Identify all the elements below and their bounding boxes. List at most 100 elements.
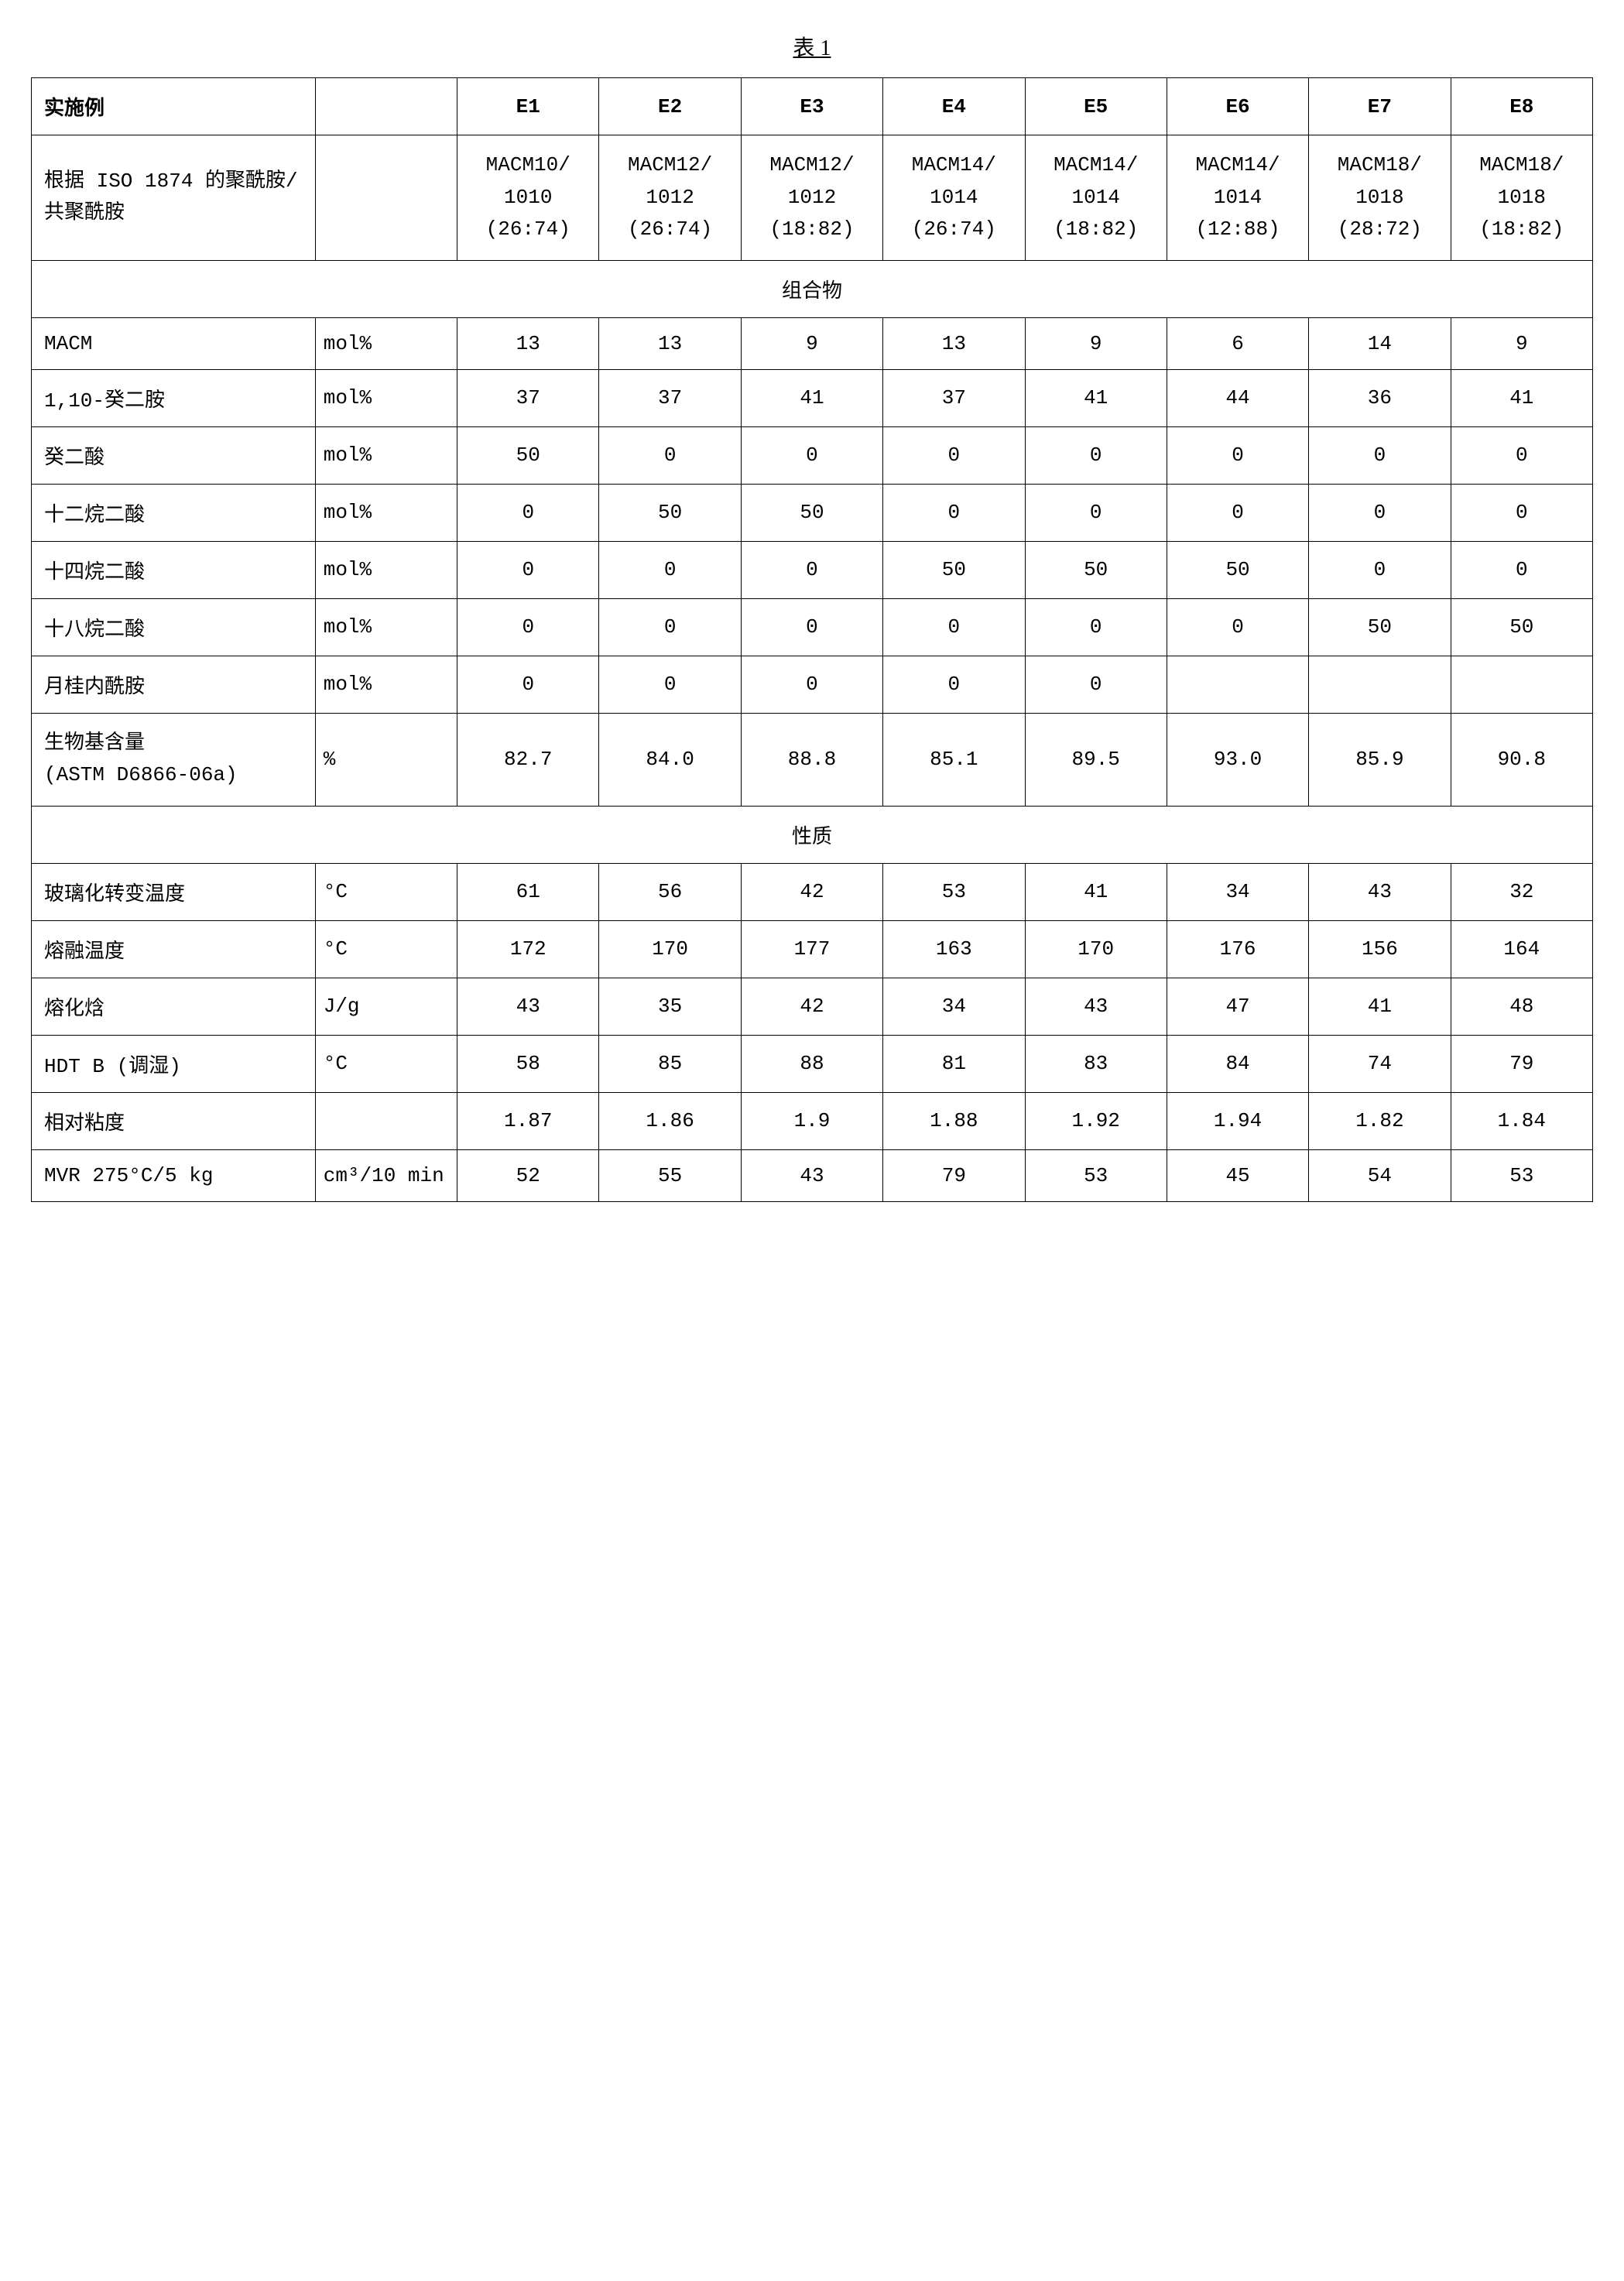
prop-unit: °C (315, 920, 457, 978)
comp-val: 41 (1025, 369, 1167, 426)
header-unit (315, 78, 457, 135)
comp-val: 0 (599, 426, 741, 484)
poly-c: MACM10/ (486, 153, 570, 176)
header-col: E1 (457, 78, 599, 135)
poly-c: (12:88) (1195, 217, 1280, 241)
comp-val: 0 (599, 598, 741, 656)
prop-label: 熔化焓 (32, 978, 316, 1035)
poly-cell: MACM10/ 1010 (26:74) (457, 135, 599, 261)
comp-unit: mol% (315, 317, 457, 369)
prop-row: 相对粘度1.871.861.91.881.921.941.821.84 (32, 1092, 1593, 1149)
prop-val: 170 (1025, 920, 1167, 978)
prop-val: 172 (457, 920, 599, 978)
prop-val: 1.94 (1167, 1092, 1308, 1149)
prop-unit: cm³/10 min (315, 1149, 457, 1201)
poly-cell: MACM14/ 1014 (12:88) (1167, 135, 1308, 261)
poly-c: (18:82) (769, 217, 854, 241)
poly-cell: MACM14/ 1014 (26:74) (883, 135, 1025, 261)
poly-c: 1014 (930, 186, 978, 209)
prop-row: HDT B (调湿)°C5885888183847479 (32, 1035, 1593, 1092)
comp-val: 37 (883, 369, 1025, 426)
poly-c: MACM14/ (1054, 153, 1138, 176)
poly-label-l2: 共聚酰胺 (44, 201, 125, 224)
header-col: E7 (1309, 78, 1451, 135)
comp-val: 41 (1451, 369, 1592, 426)
header-col: E3 (741, 78, 882, 135)
comp-val: 0 (883, 598, 1025, 656)
comp-unit: mol% (315, 426, 457, 484)
section-comp-label: 组合物 (32, 260, 1593, 317)
comp-val: 0 (1025, 598, 1167, 656)
prop-val: 35 (599, 978, 741, 1035)
prop-val: 83 (1025, 1035, 1167, 1092)
poly-c: (18:82) (1479, 217, 1564, 241)
comp-label: 十二烷二酸 (32, 484, 316, 541)
prop-val: 79 (883, 1149, 1025, 1201)
prop-val: 58 (457, 1035, 599, 1092)
comp-row: 十四烷二酸mol%00050505000 (32, 541, 1593, 598)
comp-val: 50 (599, 484, 741, 541)
poly-c: MACM12/ (628, 153, 712, 176)
poly-cell: MACM18/ 1018 (18:82) (1451, 135, 1592, 261)
comp-label: 月桂内酰胺 (32, 656, 316, 713)
prop-label: 熔融温度 (32, 920, 316, 978)
comp-val: 0 (1167, 426, 1308, 484)
polyamide-label: 根据 ISO 1874 的聚酰胺/ 共聚酰胺 (32, 135, 316, 261)
comp-val: 50 (457, 426, 599, 484)
prop-val: 1.88 (883, 1092, 1025, 1149)
comp-label: 癸二酸 (32, 426, 316, 484)
comp-row: 癸二酸mol%500000000 (32, 426, 1593, 484)
comp-val: 0 (1025, 426, 1167, 484)
bio-label: 生物基含量 (ASTM D6866-06a) (32, 713, 316, 806)
data-table: 实施例 E1 E2 E3 E4 E5 E6 E7 E8 根据 ISO 1874 … (31, 77, 1593, 1202)
prop-val: 61 (457, 863, 599, 920)
comp-val: 0 (1309, 541, 1451, 598)
prop-val: 34 (1167, 863, 1308, 920)
bio-l1: 生物基含量 (44, 731, 145, 755)
poly-c: 1018 (1355, 186, 1403, 209)
prop-row: 熔融温度°C172170177163170176156164 (32, 920, 1593, 978)
comp-val: 13 (457, 317, 599, 369)
poly-c: (26:74) (628, 217, 712, 241)
header-label: 实施例 (32, 78, 316, 135)
comp-val: 0 (1025, 656, 1167, 713)
prop-val: 88 (741, 1035, 882, 1092)
prop-val: 56 (599, 863, 741, 920)
poly-unit (315, 135, 457, 261)
comp-val: 0 (1451, 426, 1592, 484)
poly-c: (18:82) (1054, 217, 1138, 241)
bio-val: 89.5 (1025, 713, 1167, 806)
comp-val: 0 (1167, 484, 1308, 541)
comp-val: 50 (883, 541, 1025, 598)
comp-val: 6 (1167, 317, 1308, 369)
poly-c: MACM14/ (912, 153, 996, 176)
prop-val: 1.82 (1309, 1092, 1451, 1149)
prop-val: 176 (1167, 920, 1308, 978)
comp-row: MACMmol%131391396149 (32, 317, 1593, 369)
prop-val: 41 (1025, 863, 1167, 920)
poly-c: 1012 (788, 186, 836, 209)
bio-val: 85.9 (1309, 713, 1451, 806)
comp-val: 14 (1309, 317, 1451, 369)
prop-val: 52 (457, 1149, 599, 1201)
comp-val: 0 (457, 598, 599, 656)
prop-val: 47 (1167, 978, 1308, 1035)
comp-unit: mol% (315, 541, 457, 598)
poly-label-l1: 根据 ISO 1874 的聚酰胺/ (44, 170, 298, 193)
bio-val: 82.7 (457, 713, 599, 806)
header-col: E6 (1167, 78, 1308, 135)
prop-label: HDT B (调湿) (32, 1035, 316, 1092)
comp-val: 0 (457, 656, 599, 713)
comp-row: 月桂内酰胺mol%00000 (32, 656, 1593, 713)
comp-val: 0 (1309, 484, 1451, 541)
comp-label: 十四烷二酸 (32, 541, 316, 598)
prop-val: 1.9 (741, 1092, 882, 1149)
prop-val: 170 (599, 920, 741, 978)
comp-val (1451, 656, 1592, 713)
comp-val: 0 (741, 426, 882, 484)
comp-val: 0 (741, 541, 882, 598)
prop-unit (315, 1092, 457, 1149)
comp-label: MACM (32, 317, 316, 369)
poly-c: (26:74) (486, 217, 570, 241)
prop-val: 163 (883, 920, 1025, 978)
